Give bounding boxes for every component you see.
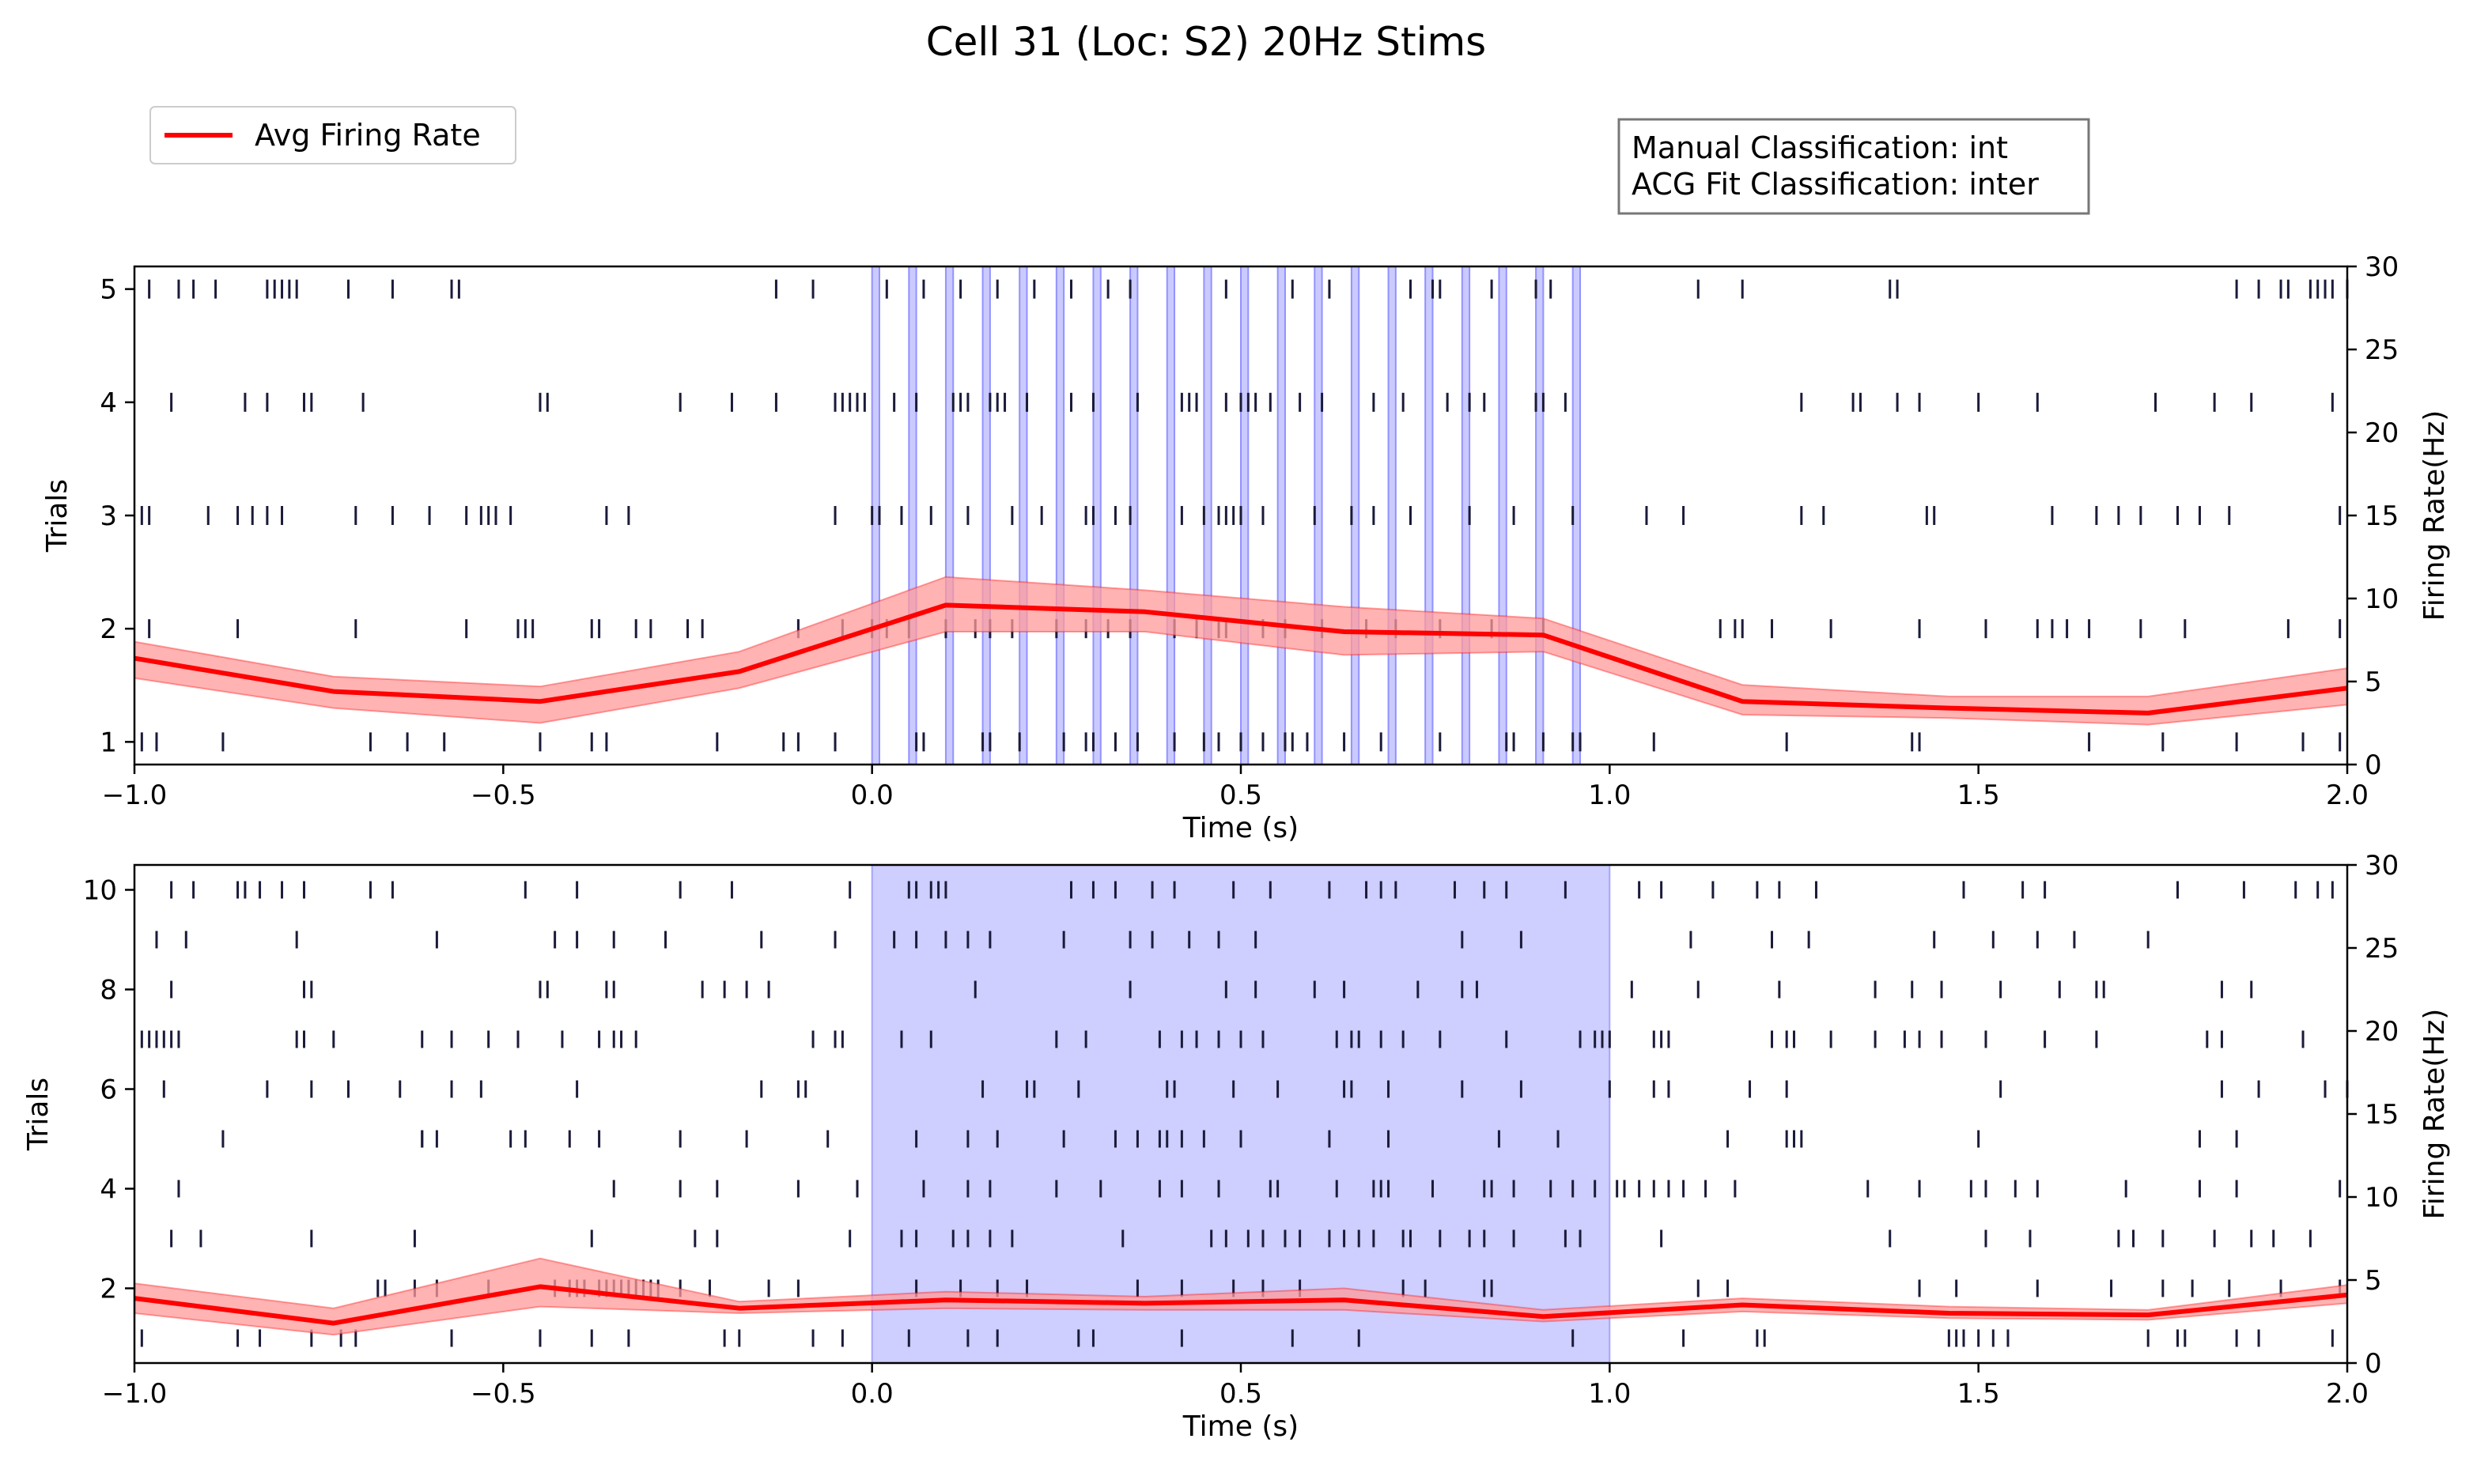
panel-0-ytick-label-0: 1 (100, 727, 117, 758)
panel-0-y2tick-label-4: 20 (2365, 417, 2399, 449)
panel-0-xlabel: Time (s) (1182, 812, 1299, 844)
panel-1-y2tick-label-5: 25 (2365, 933, 2399, 965)
panel-0-xtick-label-5: 1.5 (1957, 780, 2000, 811)
panel-0-xtick-label-1: −0.5 (471, 780, 536, 811)
panel-1-ytick-label-2: 6 (100, 1074, 117, 1106)
panel-0-y2tick-label-5: 25 (2365, 334, 2399, 366)
panel-0-ytick-label-1: 2 (100, 614, 117, 645)
panel-0-stim-pulse-11 (1276, 266, 1286, 765)
panel-0-y2tick-label-3: 15 (2365, 500, 2399, 532)
panel-0-stim-pulse-17 (1498, 266, 1507, 765)
chart-title: Cell 31 (Loc: S2) 20Hz Stims (926, 19, 1486, 65)
panel-1-y2tick-label-0: 0 (2365, 1348, 2382, 1380)
classification-box: Manual Classification: int ACG Fit Class… (1617, 118, 2090, 215)
panel-1-xtick-label-1: −0.5 (471, 1378, 536, 1410)
panel-1-y2label: Firing Rate(Hz) (2418, 1009, 2451, 1220)
panel-0-xtick-label-2: 0.0 (851, 780, 894, 811)
panel-0-y2label: Firing Rate(Hz) (2418, 410, 2451, 621)
panel-0-stim-pulse-8 (1166, 266, 1176, 765)
panel-0-ytick-label-3: 4 (100, 387, 117, 419)
classification-manual: Manual Classification: int (1632, 130, 2008, 165)
panel-0-xtick-label-0: −1.0 (102, 780, 168, 811)
panel-1-xlabel: Time (s) (1182, 1410, 1299, 1443)
panel-1-y2tick-label-1: 5 (2365, 1265, 2382, 1297)
panel-top: −1.0 −0.5 0.0 0.5 1.0 1.5 2.0 1 2 3 4 5 0 5 10 15 20 25 30… (41, 251, 2451, 844)
panel-0-xtick-label-6: 2.0 (2326, 780, 2369, 811)
panel-0-stim-pulse-5 (1055, 266, 1065, 765)
panel-1-y2tick-label-4: 20 (2365, 1016, 2399, 1048)
panel-1-ytick-label-1: 4 (100, 1174, 117, 1206)
panel-1-xtick-label-6: 2.0 (2326, 1378, 2369, 1410)
panel-0-stim-pulse-4 (1019, 266, 1028, 765)
panel-0-stim-pulse-18 (1535, 266, 1545, 765)
panel-0-y2tick-label-1: 5 (2365, 666, 2382, 698)
panel-1-y2tick-label-3: 15 (2365, 1099, 2399, 1131)
panel-1-ytick-label-4: 10 (83, 875, 117, 907)
classification-frame (1617, 118, 2090, 215)
panel-1-xtick-label-5: 1.5 (1957, 1378, 2000, 1410)
panel-1-ytick-label-3: 8 (100, 975, 117, 1006)
panel-1-xtick-label-3: 0.5 (1219, 1378, 1262, 1410)
panel-0-ylabel: Trials (41, 479, 74, 553)
panel-0-xtick-label-4: 1.0 (1588, 780, 1631, 811)
panel-0-stim-pulse-3 (981, 266, 991, 765)
panel-0-y2tick-label-6: 30 (2365, 251, 2399, 283)
panel-0-stim-pulse-15 (1424, 266, 1434, 765)
panel-1-ytick-label-0: 2 (100, 1274, 117, 1305)
legend-label: Avg Firing Rate (255, 118, 481, 153)
panel-bottom: −1.0 −0.5 0.0 0.5 1.0 1.5 2.0 2 4 6 8 10 0 5 10 15 20 25 3… (22, 850, 2451, 1443)
panel-0-xtick-label-3: 0.5 (1219, 780, 1262, 811)
panel-1-rate-line (134, 1284, 2348, 1326)
panel-0-ytick-label-2: 3 (100, 500, 117, 532)
panel-0-stim-pulse-14 (1387, 266, 1397, 765)
panel-1-ylabel: Trials (22, 1078, 55, 1151)
classification-acg: ACG Fit Classification: inter (1632, 167, 2039, 202)
panel-1-y2tick-label-6: 30 (2365, 850, 2399, 882)
panel-1-xtick-label-0: −1.0 (102, 1378, 168, 1410)
panel-0-y2tick-label-0: 0 (2365, 750, 2382, 781)
panel-0-stim-pulse-1 (908, 266, 917, 765)
panel-0-y2tick-label-2: 10 (2365, 583, 2399, 615)
legend: Avg Firing Rate (149, 106, 516, 164)
panel-1-stim-block (871, 864, 1611, 1364)
panel-1-xtick-label-2: 0.0 (851, 1378, 894, 1410)
panel-0-rate-line (134, 602, 2348, 716)
legend-frame (149, 106, 516, 164)
panel-0-ytick-label-4: 5 (100, 274, 117, 306)
panel-0-stim-pulse-2 (944, 266, 955, 765)
panel-1-xtick-label-4: 1.0 (1588, 1378, 1631, 1410)
panel-1-y2tick-label-2: 10 (2365, 1182, 2399, 1214)
